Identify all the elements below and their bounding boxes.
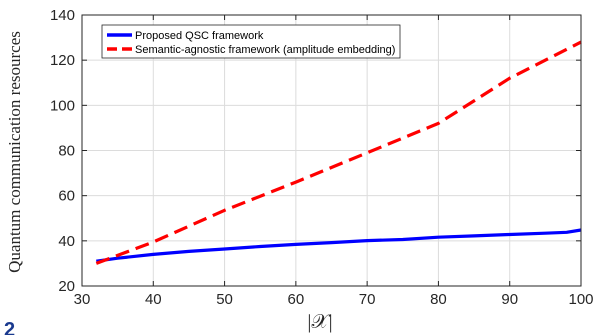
y-tick-label: 100 (50, 97, 75, 114)
series-line-proposed (96, 228, 582, 263)
legend-box (101, 24, 401, 59)
x-axis-label: |𝒳| (307, 311, 332, 333)
y-tick-label: 60 (58, 188, 75, 205)
x-tick-label: 40 (145, 291, 162, 308)
y-tick-label: 120 (50, 52, 75, 69)
x-tick-label: 30 (74, 291, 91, 308)
legend: Proposed QSC framework Semantic-agnostic… (101, 24, 401, 59)
y-tick-label: 140 (50, 7, 75, 24)
caption-fragment: 2 (2, 316, 22, 335)
legend-label-semantic-agnostic: Semantic-agnostic framework (amplitude e… (135, 44, 395, 56)
series-line-semantic-agnostic (95, 40, 582, 265)
grid-lines (81, 14, 582, 287)
x-tick-label: 50 (216, 291, 233, 308)
x-tick-label: 90 (501, 291, 518, 308)
y-tick-label: 40 (58, 233, 75, 250)
y-axis-label: Quantum communication resources (5, 31, 24, 273)
legend-label-proposed: Proposed QSC framework (135, 30, 264, 42)
series-group (95, 40, 582, 265)
caption-fragment-text: 2 (4, 319, 16, 335)
axis-ticks: 30 40 50 60 70 80 90 100 20 40 60 80 100 120 140 (50, 7, 594, 308)
x-tick-label: 60 (288, 291, 305, 308)
x-tick-label: 70 (359, 291, 376, 308)
y-tick-label: 20 (58, 278, 75, 295)
x-tick-label: 80 (430, 291, 447, 308)
y-tick-label: 80 (58, 143, 75, 160)
x-tick-label: 100 (568, 291, 593, 308)
